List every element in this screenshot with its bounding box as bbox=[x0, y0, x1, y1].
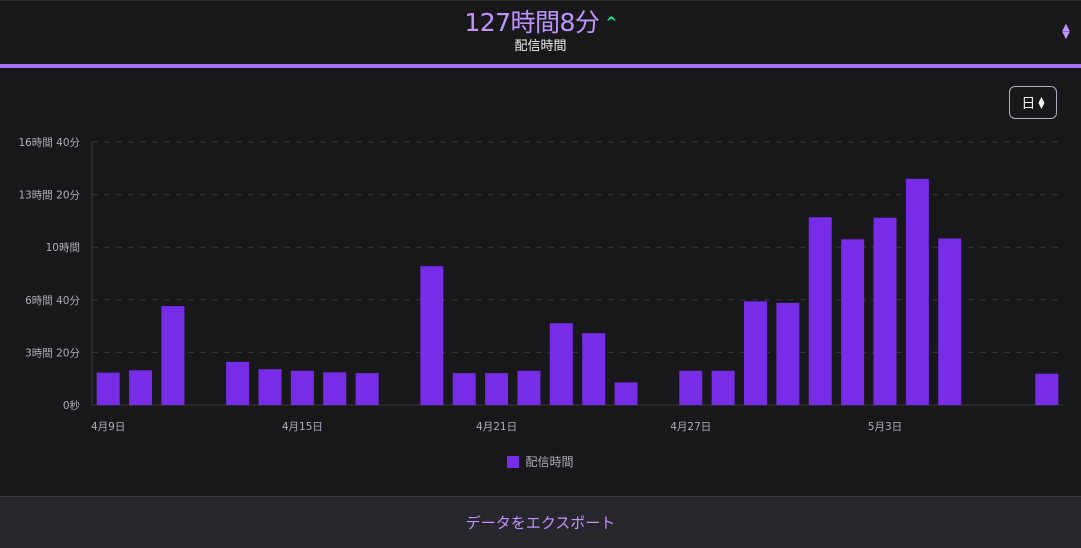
period-select-value: 日 bbox=[1021, 95, 1036, 112]
chart-legend[interactable]: 配信時間 bbox=[0, 453, 1081, 470]
chart-bar[interactable] bbox=[129, 370, 153, 405]
chart-bar[interactable] bbox=[808, 217, 832, 405]
x-tick-label: 4月21日 bbox=[476, 421, 517, 433]
y-tick-label: 16時間 40分 bbox=[18, 137, 80, 149]
x-tick-label: 4月15日 bbox=[282, 421, 323, 433]
chart-bar[interactable] bbox=[517, 370, 541, 405]
chart-bar[interactable] bbox=[744, 301, 768, 405]
chart-bar[interactable] bbox=[290, 370, 314, 405]
chart-bar[interactable] bbox=[226, 361, 250, 405]
x-tick-label: 5月3日 bbox=[868, 421, 902, 433]
chart-bar[interactable] bbox=[1035, 373, 1059, 405]
chart-bar[interactable] bbox=[614, 382, 638, 405]
chart-bar[interactable] bbox=[938, 238, 962, 405]
y-tick-label: 3時間 20分 bbox=[25, 347, 80, 359]
bar-chart: 0秒 3時間 20分 6時間 40分 10時間 13時間 20分 16時間 40分 4月9… bbox=[18, 137, 1063, 433]
chart-bar[interactable] bbox=[323, 372, 347, 405]
legend-label: 配信時間 bbox=[525, 455, 574, 469]
chart-bar[interactable] bbox=[776, 302, 800, 405]
y-tick-label: 6時間 40分 bbox=[25, 295, 80, 307]
chart-bar[interactable] bbox=[679, 370, 703, 405]
chart-bar[interactable] bbox=[582, 333, 606, 405]
y-tick-label: 10時間 bbox=[46, 242, 80, 254]
chart-bar[interactable] bbox=[485, 373, 509, 405]
y-tick-label: 0秒 bbox=[63, 399, 81, 412]
chevron-updown-icon: ▲ ▼ bbox=[1038, 94, 1045, 110]
chart-bar[interactable] bbox=[355, 373, 379, 405]
x-tick-label: 4月27日 bbox=[670, 421, 711, 433]
metric-header[interactable]: 127時間8分 ^ 配信時間 ▲ ▼ bbox=[0, 0, 1081, 68]
header-divider bbox=[0, 0, 1081, 1]
export-data-button[interactable]: データをエクスポート bbox=[465, 514, 616, 532]
legend-swatch bbox=[507, 456, 520, 468]
chart-bar[interactable] bbox=[873, 217, 897, 405]
chart-bar[interactable] bbox=[161, 306, 185, 405]
expand-collapse-icon[interactable]: ▲ ▼ bbox=[1062, 22, 1070, 41]
chart-bar[interactable] bbox=[96, 372, 120, 405]
x-tick-label: 4月9日 bbox=[91, 421, 125, 433]
metric-value: 127時間8分 ^ bbox=[0, 6, 1081, 40]
metric-value-text: 127時間8分 bbox=[464, 8, 600, 37]
footer-bar: データをエクスポート bbox=[0, 496, 1081, 548]
chart-bar[interactable] bbox=[420, 266, 444, 405]
period-select[interactable]: 日 ▲ ▼ bbox=[1009, 86, 1057, 119]
chart-bar[interactable] bbox=[841, 239, 865, 405]
chart-bar[interactable] bbox=[905, 178, 929, 405]
chart-bar[interactable] bbox=[549, 323, 573, 405]
chart-bar[interactable] bbox=[258, 369, 282, 405]
chart-bar[interactable] bbox=[711, 370, 735, 405]
trend-up-icon: ^ bbox=[605, 15, 617, 31]
metric-label: 配信時間 bbox=[514, 39, 567, 54]
y-tick-label: 13時間 20分 bbox=[18, 190, 80, 202]
chart-bar[interactable] bbox=[452, 373, 476, 405]
